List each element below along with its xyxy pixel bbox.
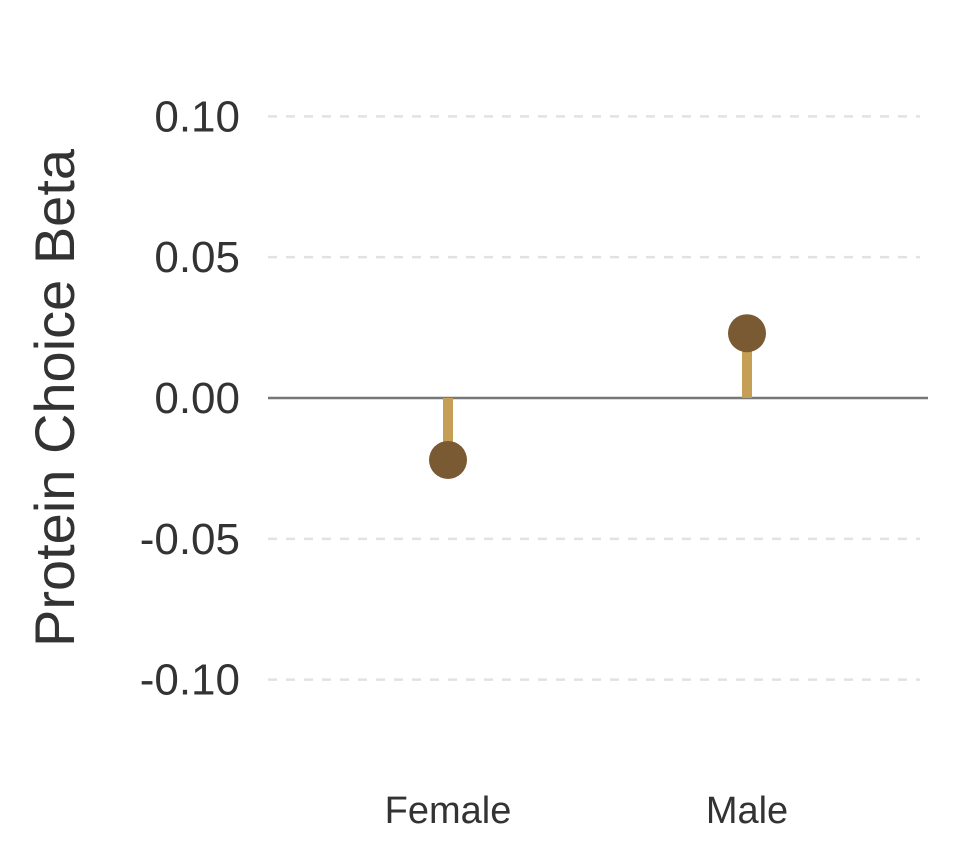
x-tick-labels: Female Male bbox=[385, 790, 789, 832]
y-axis-label: Protein Choice Beta bbox=[23, 148, 86, 647]
data-marks bbox=[429, 314, 766, 479]
y-tick-label: 0.05 bbox=[154, 233, 240, 282]
x-tick-label: Male bbox=[706, 790, 788, 832]
lollipop-point bbox=[728, 314, 766, 353]
lollipop-point bbox=[429, 440, 467, 479]
y-tick-label: 0.00 bbox=[154, 374, 240, 423]
y-tick-labels: 0.10 0.05 0.00 -0.05 -0.10 bbox=[140, 92, 240, 704]
y-tick-label: -0.10 bbox=[140, 656, 240, 705]
grid-lines bbox=[268, 115, 920, 681]
y-tick-label: 0.10 bbox=[154, 92, 240, 141]
x-tick-label: Female bbox=[385, 790, 512, 832]
y-tick-label: -0.05 bbox=[140, 515, 240, 564]
